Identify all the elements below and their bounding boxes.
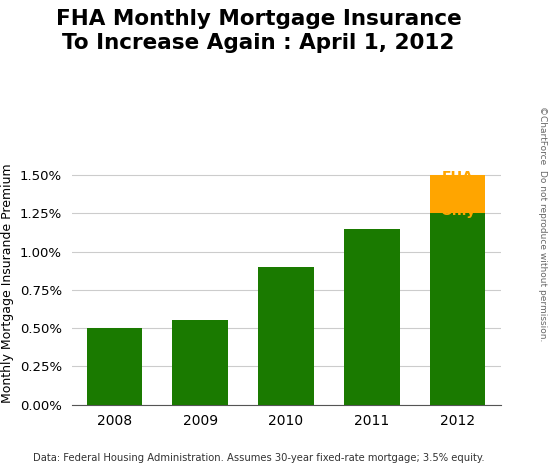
Text: ©ChartForce  Do not reproduce without permission.: ©ChartForce Do not reproduce without per… bbox=[538, 106, 547, 341]
Bar bbox=[258, 267, 314, 405]
Text: FHA
Jumbo
Only: FHA Jumbo Only bbox=[433, 170, 482, 219]
Text: FHA Monthly Mortgage Insurance
To Increase Again : April 1, 2012: FHA Monthly Mortgage Insurance To Increa… bbox=[56, 9, 461, 53]
Bar bbox=[344, 229, 400, 405]
Bar bbox=[430, 175, 486, 213]
Text: Data: Federal Housing Administration. Assumes 30-year fixed-rate mortgage; 3.5% : Data: Federal Housing Administration. As… bbox=[32, 452, 485, 463]
Y-axis label: Monthly Mortgage Insurande Premium: Monthly Mortgage Insurande Premium bbox=[1, 164, 14, 404]
Bar bbox=[430, 213, 486, 405]
Bar bbox=[172, 320, 228, 405]
Bar bbox=[86, 328, 142, 405]
